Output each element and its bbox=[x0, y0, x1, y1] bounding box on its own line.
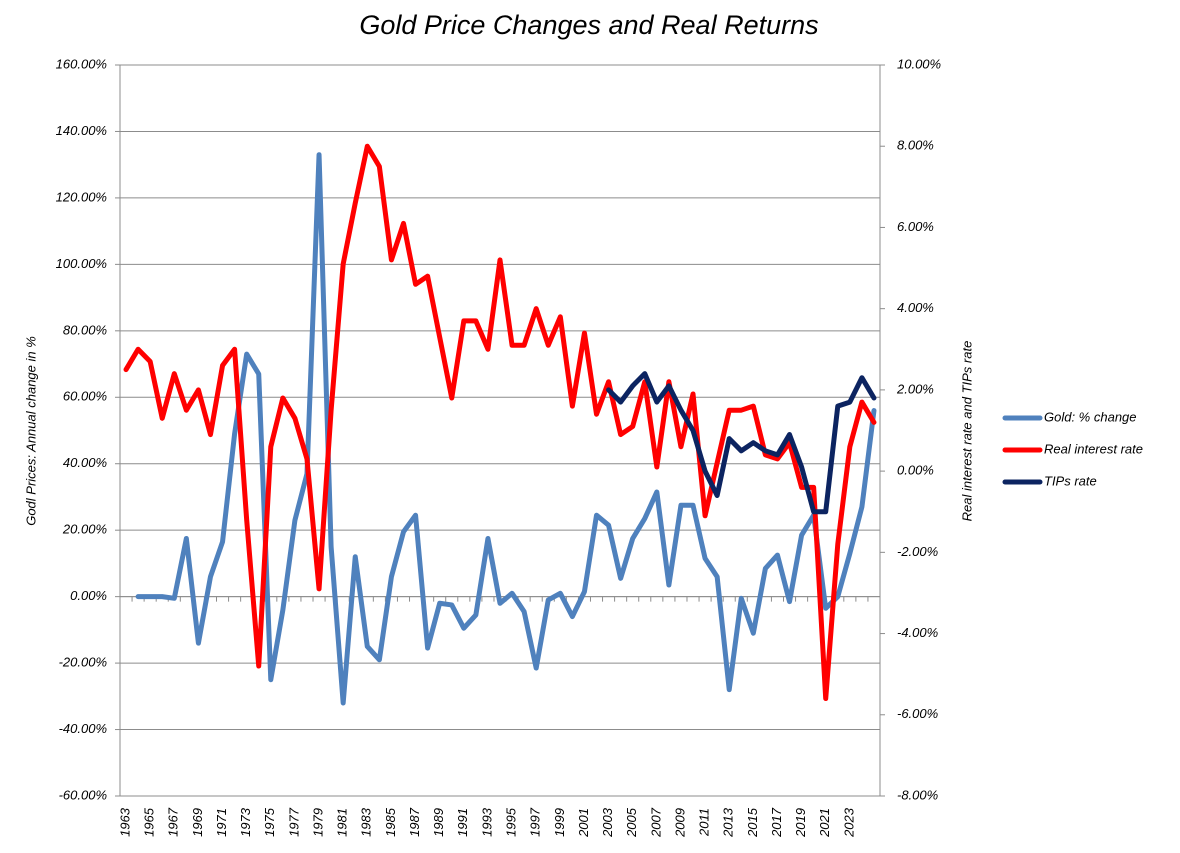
y-tick-label: 80.00% bbox=[63, 322, 107, 337]
y-tick-label: 20.00% bbox=[62, 522, 107, 537]
x-tick-label: 1985 bbox=[383, 807, 398, 837]
y-axis-label: Godl Prices: Annual change in % bbox=[23, 336, 38, 526]
legend-label: Gold: % change bbox=[1044, 409, 1137, 424]
x-tick-label: 1979 bbox=[310, 808, 325, 837]
y-tick-label: 40.00% bbox=[63, 455, 107, 470]
y-tick-label: 120.00% bbox=[56, 189, 107, 204]
x-tick-label: 1993 bbox=[479, 807, 494, 837]
x-tick-label: 1975 bbox=[262, 807, 277, 837]
legend-label: Real interest rate bbox=[1044, 441, 1143, 456]
x-tick-label: 2015 bbox=[745, 807, 760, 838]
x-tick-label: 1999 bbox=[552, 808, 567, 837]
y-tick-label: -40.00% bbox=[59, 721, 107, 736]
series-line bbox=[123, 143, 877, 702]
x-tick-label: 1973 bbox=[238, 807, 253, 837]
x-tick-label: 2005 bbox=[624, 807, 639, 838]
y2-tick-label: -4.00% bbox=[897, 625, 938, 640]
x-tick-label: 2019 bbox=[793, 808, 808, 838]
y2-tick-label: -6.00% bbox=[897, 706, 938, 721]
y2-tick-label: -8.00% bbox=[897, 787, 938, 802]
x-tick-label: 1963 bbox=[117, 807, 132, 837]
x-tick-label: 2011 bbox=[697, 808, 712, 837]
y-tick-label: 160.00% bbox=[56, 56, 107, 71]
x-tick-label: 1983 bbox=[359, 807, 374, 837]
legend-label: TIPs rate bbox=[1044, 473, 1097, 488]
x-tick-label: 1969 bbox=[190, 808, 205, 837]
x-tick-label: 1965 bbox=[142, 807, 157, 837]
x-tick-label: 2003 bbox=[600, 807, 615, 838]
y2-tick-label: 4.00% bbox=[897, 300, 934, 315]
y-tick-label: -60.00% bbox=[59, 787, 107, 802]
x-tick-label: 1991 bbox=[455, 808, 470, 837]
series-line bbox=[135, 152, 877, 706]
y2-tick-label: 2.00% bbox=[896, 381, 934, 396]
y2-tick-label: 10.00% bbox=[897, 56, 941, 71]
y2-tick-label: 0.00% bbox=[897, 463, 934, 478]
y2-tick-label: -2.00% bbox=[897, 544, 938, 559]
y-tick-label: 60.00% bbox=[63, 389, 107, 404]
chart-title: Gold Price Changes and Real Returns bbox=[359, 10, 818, 40]
x-tick-label: 2013 bbox=[721, 807, 736, 838]
y-tick-label: 100.00% bbox=[56, 256, 107, 271]
x-tick-label: 1997 bbox=[528, 807, 543, 837]
x-tick-label: 2021 bbox=[817, 808, 832, 838]
x-tick-label: 1987 bbox=[407, 807, 422, 837]
y-tick-label: 0.00% bbox=[70, 588, 107, 603]
y2-tick-label: 6.00% bbox=[897, 219, 934, 234]
x-tick-label: 1971 bbox=[214, 808, 229, 837]
series-line bbox=[606, 371, 877, 515]
y-tick-label: -20.00% bbox=[59, 655, 107, 670]
x-tick-label: 2009 bbox=[672, 808, 687, 838]
x-tick-label: 1977 bbox=[286, 807, 301, 837]
x-tick-label: 1995 bbox=[504, 807, 519, 837]
x-tick-label: 1981 bbox=[335, 808, 350, 837]
y2-tick-label: 8.00% bbox=[897, 138, 934, 153]
x-tick-label: 1967 bbox=[166, 807, 181, 837]
y-tick-label: 140.00% bbox=[56, 123, 107, 138]
x-tick-label: 1989 bbox=[431, 808, 446, 837]
y2-axis-label: Real interest rate and TIPs rate bbox=[959, 341, 974, 522]
x-tick-label: 2017 bbox=[769, 807, 784, 838]
x-tick-label: 2001 bbox=[576, 808, 591, 838]
x-tick-label: 2007 bbox=[648, 807, 663, 838]
x-tick-label: 2023 bbox=[841, 807, 856, 838]
